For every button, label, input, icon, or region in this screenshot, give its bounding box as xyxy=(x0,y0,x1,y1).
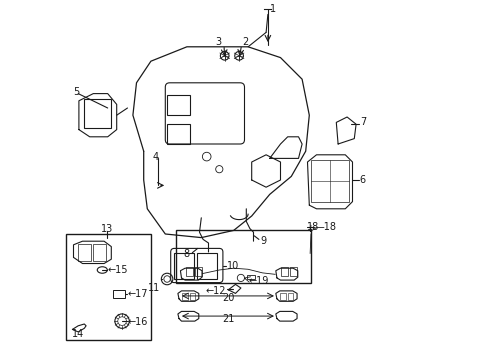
Text: 2: 2 xyxy=(242,37,248,48)
Bar xyxy=(189,293,195,300)
Bar xyxy=(84,99,111,128)
Bar xyxy=(78,244,91,261)
Text: 11: 11 xyxy=(147,283,160,293)
Text: 6: 6 xyxy=(359,175,365,185)
Text: 9: 9 xyxy=(260,236,265,246)
Bar xyxy=(176,230,310,283)
Bar xyxy=(93,244,106,261)
Text: 4: 4 xyxy=(152,152,158,162)
Text: 5: 5 xyxy=(73,87,80,97)
Text: 8: 8 xyxy=(183,249,189,259)
Bar xyxy=(66,234,151,340)
Bar xyxy=(287,293,292,300)
Text: 21: 21 xyxy=(222,314,234,324)
Bar xyxy=(185,267,193,276)
Text: 7: 7 xyxy=(359,117,365,127)
Bar xyxy=(197,253,216,279)
Text: ←16: ←16 xyxy=(127,317,148,327)
Text: 20: 20 xyxy=(222,293,234,303)
Text: 1: 1 xyxy=(270,4,276,14)
Bar xyxy=(279,293,285,300)
Bar xyxy=(167,124,190,144)
Bar xyxy=(289,267,297,276)
Bar xyxy=(194,267,202,276)
Bar xyxy=(174,253,194,279)
Bar xyxy=(310,160,348,202)
Bar xyxy=(113,290,124,298)
Text: 3: 3 xyxy=(215,37,222,48)
Text: 10: 10 xyxy=(226,261,238,271)
Bar xyxy=(281,267,288,276)
Bar xyxy=(167,95,190,115)
Bar xyxy=(247,275,254,279)
Text: ←12: ←12 xyxy=(205,286,226,296)
Text: 13: 13 xyxy=(101,224,113,234)
Text: —18: —18 xyxy=(314,222,336,232)
Text: 14: 14 xyxy=(72,329,84,339)
Text: 18: 18 xyxy=(306,222,318,232)
Bar xyxy=(182,293,188,300)
Text: ←15: ←15 xyxy=(107,265,128,275)
Text: ←19: ←19 xyxy=(248,276,269,286)
Text: ←17: ←17 xyxy=(127,289,148,300)
